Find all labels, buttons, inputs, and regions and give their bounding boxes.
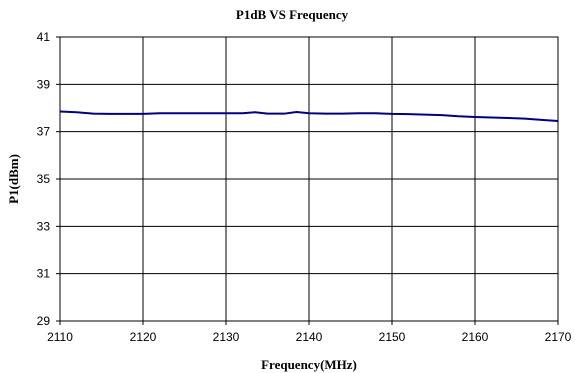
x-tick-label: 2140 xyxy=(296,330,323,344)
tick-labels: 2110 2120 2130 2140 2150 2160 2170 29 31 33 35 37 39… xyxy=(37,30,572,344)
x-axis-label: Frequency(MHz) xyxy=(261,357,357,372)
x-tick-label: 2110 xyxy=(47,330,73,344)
y-tick-label: 39 xyxy=(37,77,51,91)
x-tick-label: 2170 xyxy=(545,330,572,344)
y-axis-label: P1(dBm) xyxy=(6,154,21,204)
y-tick-label: 41 xyxy=(37,30,51,44)
grid xyxy=(56,36,559,325)
series-layer xyxy=(59,110,559,123)
series-line-0 xyxy=(59,110,559,123)
x-tick-label: 2160 xyxy=(462,330,489,344)
x-tick-label: 2150 xyxy=(379,330,406,344)
y-tick-label: 29 xyxy=(37,314,51,328)
y-tick-label: 37 xyxy=(37,125,51,139)
y-tick-label: 31 xyxy=(37,267,51,281)
x-tick-label: 2130 xyxy=(213,330,240,344)
chart-title: P1dB VS Frequency xyxy=(236,7,349,22)
x-tick-label: 2120 xyxy=(130,330,157,344)
y-tick-label: 33 xyxy=(37,219,51,233)
y-tick-label: 35 xyxy=(37,172,51,186)
plot-frame xyxy=(59,36,559,322)
